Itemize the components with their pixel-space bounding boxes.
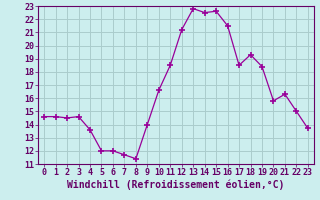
X-axis label: Windchill (Refroidissement éolien,°C): Windchill (Refroidissement éolien,°C): [67, 180, 285, 190]
